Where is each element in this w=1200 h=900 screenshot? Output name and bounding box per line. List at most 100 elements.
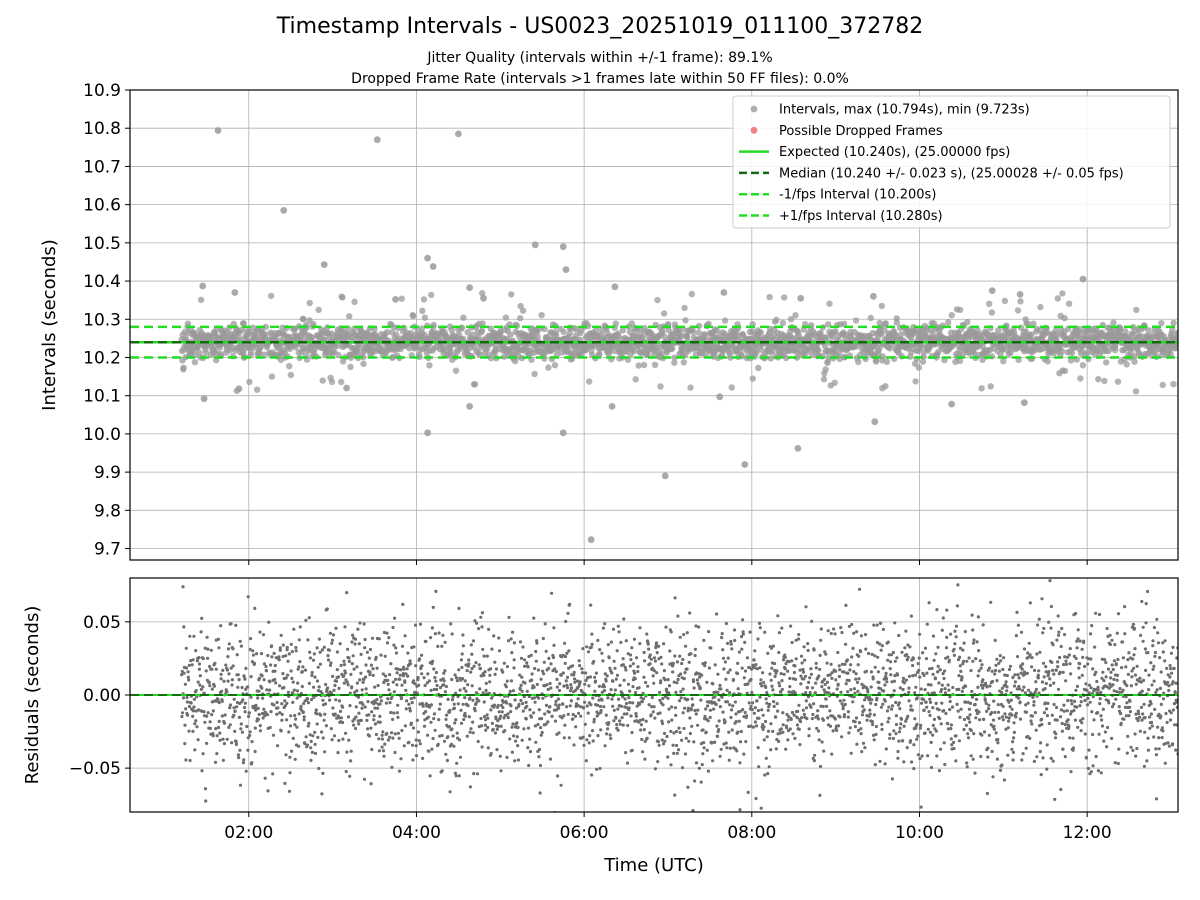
residual-point: [653, 659, 658, 663]
interval-point: [651, 361, 659, 368]
residual-point: [335, 668, 339, 672]
residual-point: [856, 663, 860, 667]
residual-point: [243, 710, 247, 714]
residual-point: [793, 664, 797, 668]
residual-point: [644, 719, 648, 723]
residual-point: [626, 682, 631, 686]
residual-point: [236, 685, 240, 689]
residual-point: [784, 747, 788, 751]
residual-point: [391, 680, 395, 684]
residual-point: [693, 708, 697, 713]
interval-point: [346, 313, 353, 320]
residual-point: [395, 711, 399, 715]
residual-point: [576, 697, 580, 701]
residual-point: [394, 646, 398, 650]
residual-point: [838, 715, 842, 719]
residual-point: [427, 679, 431, 683]
residual-point: [368, 673, 372, 677]
residual-point: [567, 649, 571, 653]
interval-point: [964, 318, 971, 326]
residual-point: [837, 674, 842, 679]
residual-point: [718, 683, 722, 688]
residual-point: [600, 651, 604, 655]
residual-point: [742, 752, 746, 756]
residual-point: [191, 658, 195, 662]
residual-point: [846, 690, 850, 694]
residual-point: [453, 771, 457, 775]
residual-point: [653, 767, 658, 771]
residual-point: [571, 712, 575, 717]
residual-point: [309, 739, 313, 744]
residual-point: [637, 686, 641, 690]
residual-point: [511, 734, 516, 738]
residual-point: [402, 667, 406, 671]
residual-point: [462, 717, 466, 722]
residual-point: [807, 727, 811, 731]
residual-point: [764, 756, 768, 760]
residual-point: [642, 675, 646, 679]
residual-point: [233, 709, 237, 713]
residual-point: [416, 675, 420, 680]
residual-point: [611, 704, 615, 708]
residual-point: [457, 668, 461, 672]
residual-point: [694, 712, 698, 716]
residual-point: [285, 701, 289, 706]
residual-point: [392, 690, 396, 694]
residual-point: [234, 623, 238, 628]
residual-point: [793, 691, 797, 695]
residual-point: [538, 763, 543, 768]
residual-point: [222, 721, 227, 725]
residual-point: [424, 639, 428, 644]
residual-point: [193, 748, 197, 752]
residual-point: [779, 690, 783, 694]
residual-point: [544, 649, 548, 653]
residual-point: [675, 751, 679, 756]
residual-point: [652, 669, 656, 673]
residual-point: [822, 677, 827, 682]
residual-point: [795, 716, 799, 720]
residual-point: [777, 631, 782, 635]
residual-point: [779, 727, 784, 731]
interval-point: [383, 328, 391, 336]
residual-point: [797, 703, 801, 707]
residual-point: [761, 727, 765, 732]
residual-point: [320, 648, 324, 652]
residual-point: [426, 672, 430, 676]
residual-point: [265, 688, 269, 692]
residual-point: [376, 683, 380, 688]
residual-point: [317, 685, 321, 689]
residual-point: [353, 637, 357, 641]
residual-point: [197, 662, 202, 666]
residual-point: [293, 713, 297, 718]
residual-point: [584, 671, 588, 675]
residual-point: [658, 711, 662, 715]
x-tick-label: 02:00: [224, 823, 273, 843]
residual-point: [655, 671, 659, 675]
residual-point: [450, 632, 454, 636]
residual-point: [453, 721, 457, 725]
interval-point: [428, 291, 435, 299]
residual-point: [495, 727, 499, 731]
interval-point: [695, 329, 702, 336]
residual-point: [680, 766, 685, 770]
residual-point: [229, 622, 233, 626]
interval-point: [1028, 331, 1035, 338]
residual-point: [813, 691, 817, 695]
residual-point: [607, 656, 611, 660]
interval-point: [1159, 381, 1167, 389]
residual-point: [452, 702, 456, 706]
residual-point: [568, 689, 573, 693]
residual-point: [440, 733, 444, 738]
residual-point: [493, 672, 497, 677]
residual-point: [674, 690, 678, 695]
interval-point: [1174, 330, 1178, 337]
residual-point: [384, 674, 388, 678]
residual-point: [696, 681, 700, 686]
residual-point: [454, 718, 458, 722]
residual-point: [603, 744, 607, 748]
residual-point: [272, 651, 276, 656]
interval-point: [766, 293, 773, 301]
residual-point: [706, 704, 710, 708]
residual-point: [325, 607, 329, 611]
residual-point: [556, 697, 561, 701]
